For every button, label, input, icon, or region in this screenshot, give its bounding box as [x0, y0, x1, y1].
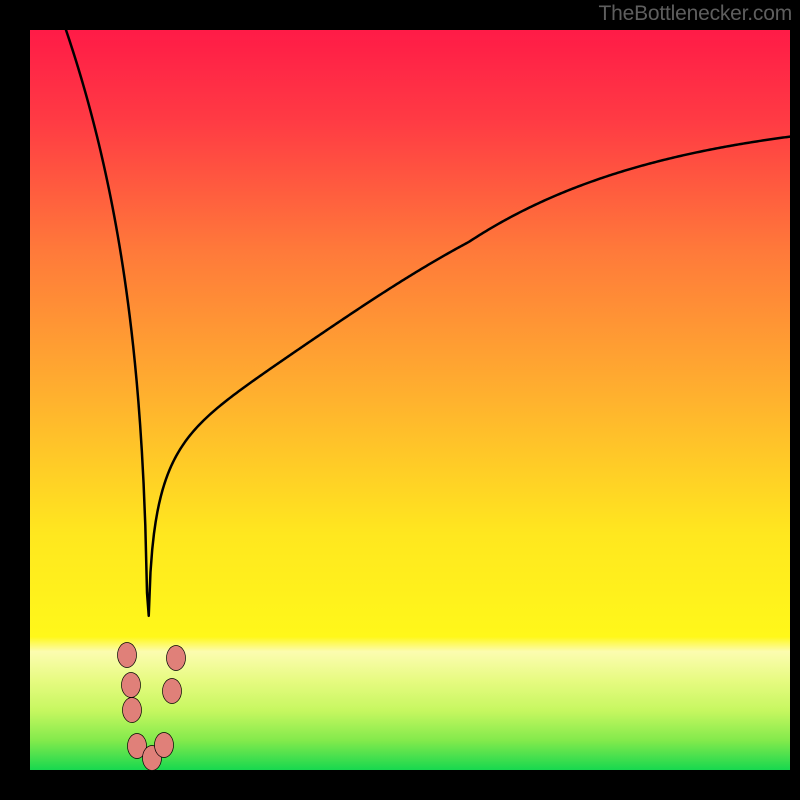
plot-background [30, 30, 790, 770]
curve-marker [122, 673, 141, 698]
curve-marker [163, 679, 182, 704]
figure-root: TheBottlenecker.com [0, 0, 800, 800]
curve-marker [155, 733, 174, 758]
watermark-text: TheBottlenecker.com [599, 2, 792, 26]
chart-svg [0, 0, 800, 800]
curve-marker [118, 643, 137, 668]
curve-marker [123, 698, 142, 723]
curve-marker [167, 646, 186, 671]
